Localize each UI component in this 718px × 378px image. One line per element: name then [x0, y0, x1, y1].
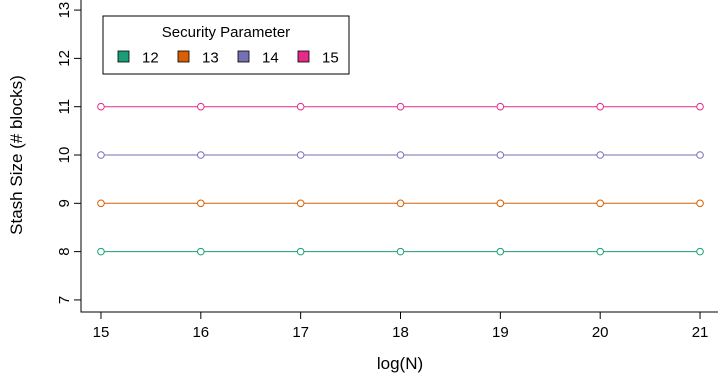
data-point [97, 102, 105, 111]
data-point [696, 102, 704, 111]
data-point [97, 151, 105, 159]
x-tick-label: 15 [93, 324, 110, 341]
legend-label: 15 [322, 50, 339, 67]
y-tick-label: 11 [56, 99, 73, 115]
y-tick-label: 9 [56, 199, 73, 207]
x-axis: 15 16 17 18 19 20 21 [93, 312, 709, 341]
data-point [97, 247, 105, 256]
data-point [396, 151, 405, 159]
legend-swatch [177, 50, 190, 63]
series-layer [97, 102, 704, 256]
data-point [496, 102, 505, 111]
data-point [496, 199, 505, 208]
legend-swatch [237, 50, 250, 63]
x-tick-label: 18 [392, 324, 409, 341]
series-12 [97, 247, 704, 256]
data-point [197, 151, 205, 159]
y-tick-label: 8 [56, 247, 73, 255]
data-point [296, 247, 305, 256]
data-point [696, 151, 704, 159]
data-point [296, 199, 305, 208]
x-tick-label: 21 [692, 324, 709, 341]
legend-swatch [297, 50, 310, 63]
legend: Security Parameter 12 13 14 15 [102, 15, 350, 75]
y-tick-label: 13 [56, 2, 73, 19]
data-point [396, 247, 405, 256]
y-axis: 7 8 9 10 11 12 13 [56, 2, 81, 304]
legend-swatch [117, 50, 130, 63]
series-15 [97, 102, 704, 111]
data-point [496, 247, 505, 256]
data-point [596, 151, 604, 159]
data-point [596, 102, 604, 111]
legend-label: 13 [202, 50, 219, 67]
legend-box [102, 15, 350, 75]
x-tick-label: 17 [292, 324, 309, 341]
data-point [197, 102, 205, 111]
data-point [496, 151, 505, 159]
data-point [296, 151, 305, 159]
legend-label: 14 [262, 50, 279, 67]
data-point [197, 199, 205, 208]
x-tick-label: 19 [492, 324, 509, 341]
y-tick-label: 10 [56, 147, 73, 164]
series-14 [97, 151, 704, 159]
data-point [296, 102, 305, 111]
y-tick-label: 7 [56, 296, 73, 304]
legend-items: 12 13 14 15 [117, 50, 339, 67]
x-tick-label: 20 [592, 324, 609, 341]
data-point [696, 247, 704, 256]
data-point [197, 247, 205, 256]
x-tick-label: 16 [192, 324, 209, 341]
y-tick-label: 12 [56, 50, 73, 67]
series-13 [97, 199, 704, 208]
legend-title: Security Parameter [162, 24, 290, 41]
x-axis-title: log(N) [377, 354, 423, 373]
data-point [696, 199, 704, 208]
data-point [396, 199, 405, 208]
data-point [396, 102, 405, 111]
data-point [596, 199, 604, 208]
legend-label: 12 [142, 50, 159, 67]
data-point [97, 199, 105, 208]
y-axis-title: Stash Size (# blocks) [7, 75, 26, 235]
data-point [596, 247, 604, 256]
